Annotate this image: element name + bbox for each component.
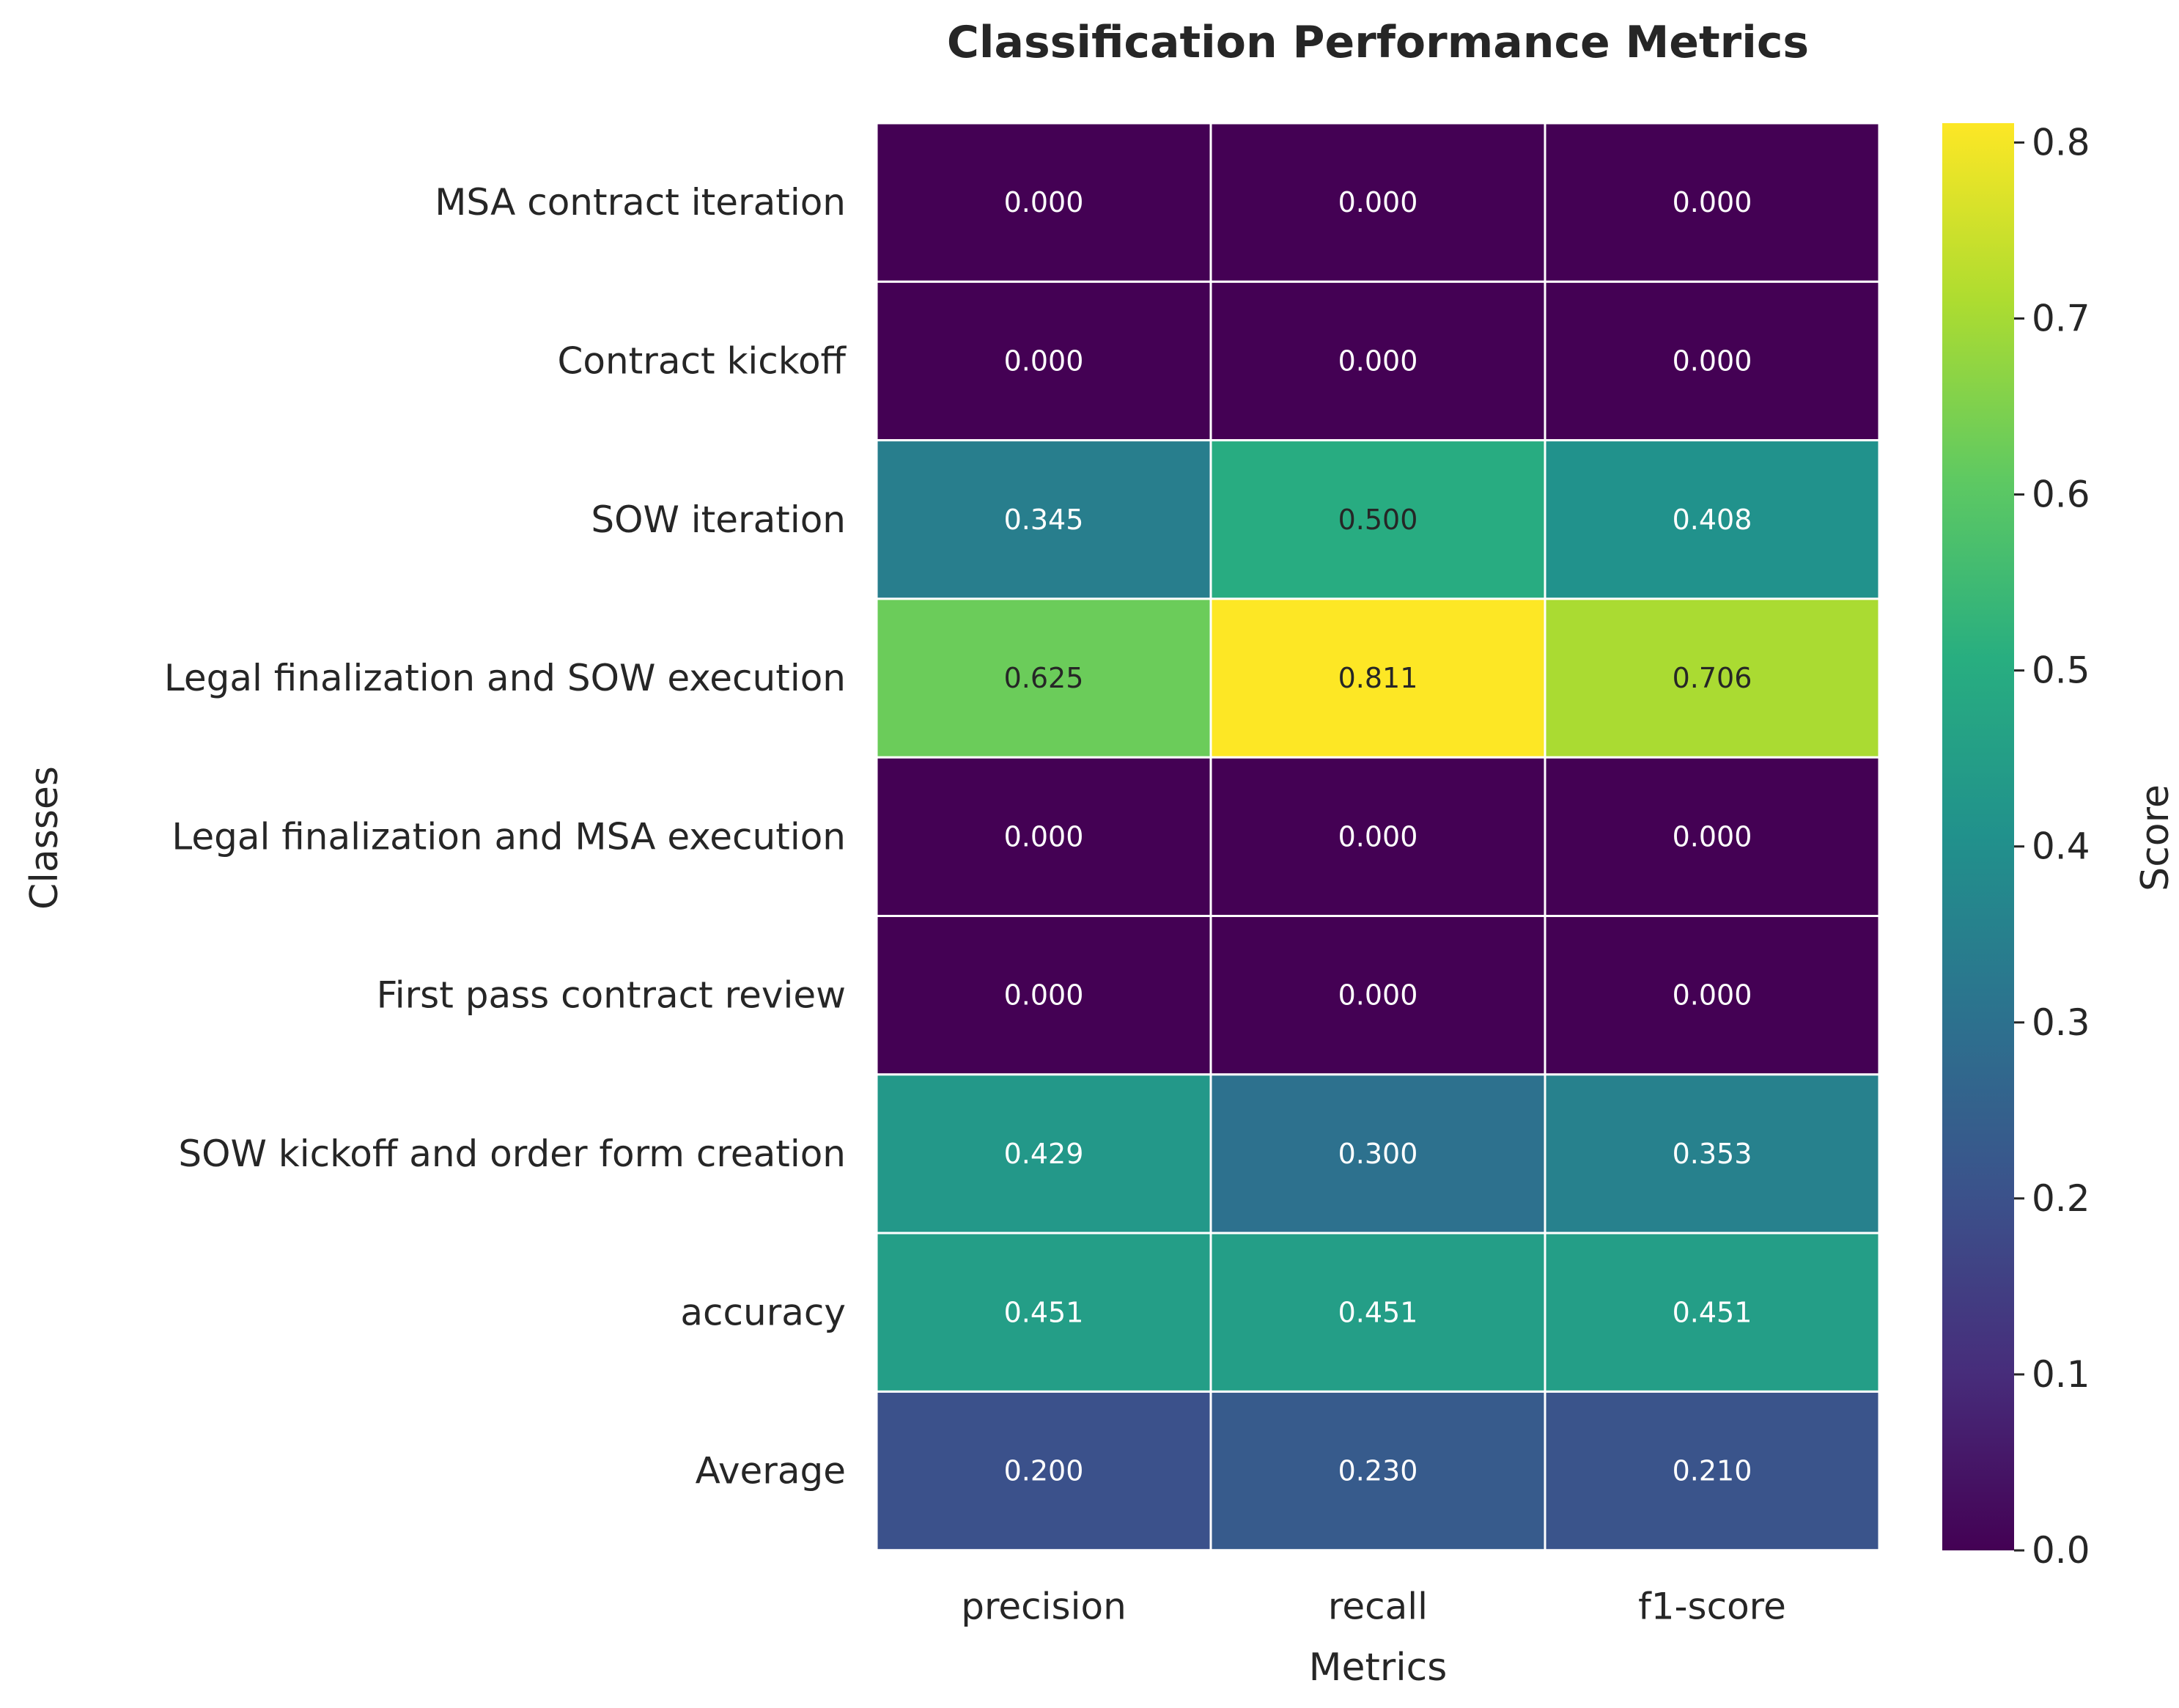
cell-value-label: 0.000: [1673, 345, 1752, 377]
heatmap-cell: [875, 1390, 1212, 1552]
cell-value-label: 0.408: [1673, 504, 1752, 536]
cell-value-label: 0.811: [1338, 662, 1418, 694]
cell-value-label: 0.500: [1338, 504, 1418, 536]
heatmap-cell: [1209, 1073, 1546, 1234]
heatmap-cell: [1209, 439, 1546, 600]
cell-value-label: 0.000: [1673, 979, 1752, 1012]
row-tick-label: Legal finalization and MSA execution: [172, 815, 846, 858]
cell-value-label: 0.706: [1673, 662, 1752, 694]
colorbar-tick-label: 0.7: [2032, 297, 2090, 339]
heatmap-cell: [1544, 1390, 1881, 1552]
colorbar-tick-label: 0.4: [2032, 825, 2090, 868]
heatmap-cell: [1544, 1073, 1881, 1234]
heatmap-cell: [1544, 915, 1881, 1076]
cell-value-label: 0.353: [1673, 1138, 1752, 1170]
heatmap-cell: [875, 915, 1212, 1076]
row-tick-label: Contract kickoff: [557, 339, 847, 382]
row-tick-label: accuracy: [680, 1291, 846, 1333]
cell-value-label: 0.000: [1004, 345, 1084, 377]
heatmap-cell: [875, 122, 1212, 283]
row-tick-label: Average: [696, 1450, 846, 1492]
heatmap-cell: [875, 1232, 1212, 1393]
colorbar-tick-label: 0.6: [2032, 474, 2090, 516]
cell-value-label: 0.451: [1338, 1296, 1418, 1328]
column-tick-labels: precision recall f1-score: [961, 1586, 1786, 1628]
colorbar-label: Score: [2134, 784, 2178, 891]
colorbar-tick-label: 0.0: [2032, 1529, 2090, 1572]
heatmap-cell: [1209, 1232, 1546, 1393]
heatmap-cell: [875, 597, 1212, 759]
cell-value-label: 0.000: [1004, 186, 1084, 218]
heatmap-cell: [1209, 756, 1546, 917]
row-tick-labels: MSA contract iteration Contract kickoff SO…: [164, 181, 847, 1492]
column-tick-label: recall: [1328, 1586, 1428, 1628]
row-tick-label: First pass contract review: [377, 974, 846, 1017]
cell-value-label: 0.000: [1004, 979, 1084, 1012]
cell-value-label: 0.000: [1338, 979, 1418, 1012]
heatmap-cells: 0.000 0.000 0.000 0.000 0.000 0.000 0.345 0.500…: [875, 122, 1881, 1552]
cell-value-label: 0.000: [1004, 820, 1084, 853]
cell-value-label: 0.000: [1338, 186, 1418, 218]
colorbar: [1942, 123, 2014, 1550]
colorbar-ticks: 0.0 0.1 0.2 0.3 0.4 0.5 0.6 0.7 0.8: [2014, 121, 2090, 1572]
heatmap-cell: [1544, 597, 1881, 759]
cell-value-label: 0.210: [1673, 1455, 1752, 1487]
column-tick-label: precision: [961, 1586, 1127, 1628]
cell-value-label: 0.000: [1673, 820, 1752, 853]
heatmap-cell: [1544, 1232, 1881, 1393]
cell-value-label: 0.000: [1338, 820, 1418, 853]
heatmap-cell: [1209, 280, 1546, 442]
cell-value-label: 0.000: [1338, 345, 1418, 377]
colorbar-tick-label: 0.2: [2032, 1177, 2090, 1220]
cell-value-label: 0.429: [1004, 1138, 1084, 1170]
heatmap-cell: [1544, 756, 1881, 917]
cell-value-label: 0.345: [1004, 504, 1084, 536]
colorbar-tick-label: 0.3: [2032, 1001, 2090, 1044]
heatmap-cell: [875, 280, 1212, 442]
heatmap-cell: [1544, 280, 1881, 442]
x-axis-label: Metrics: [1309, 1646, 1448, 1690]
heatmap-cell: [875, 756, 1212, 917]
colorbar-tick-label: 0.5: [2032, 649, 2090, 692]
cell-value-label: 0.300: [1338, 1138, 1418, 1170]
heatmap-cell: [1544, 122, 1881, 283]
row-tick-label: MSA contract iteration: [435, 181, 846, 224]
heatmap-cell: [1209, 915, 1546, 1076]
colorbar-tick-label: 0.8: [2032, 121, 2090, 163]
cell-value-label: 0.000: [1673, 186, 1752, 218]
chart-title: Classification Performance Metrics: [947, 17, 1809, 68]
cell-value-label: 0.625: [1004, 662, 1084, 694]
colorbar-tick-label: 0.1: [2032, 1353, 2090, 1396]
heatmap-cell: [1209, 122, 1546, 283]
cell-value-label: 0.451: [1673, 1296, 1752, 1328]
y-axis-label: Classes: [23, 766, 67, 910]
cell-value-label: 0.451: [1004, 1296, 1084, 1328]
heatmap-cell: [875, 1073, 1212, 1234]
row-tick-label: Legal finalization and SOW execution: [164, 657, 846, 699]
cell-value-label: 0.230: [1338, 1455, 1418, 1487]
column-tick-label: f1-score: [1638, 1586, 1786, 1628]
cell-value-label: 0.200: [1004, 1455, 1084, 1487]
row-tick-label: SOW iteration: [591, 498, 846, 541]
row-tick-label: SOW kickoff and order form creation: [178, 1133, 846, 1175]
